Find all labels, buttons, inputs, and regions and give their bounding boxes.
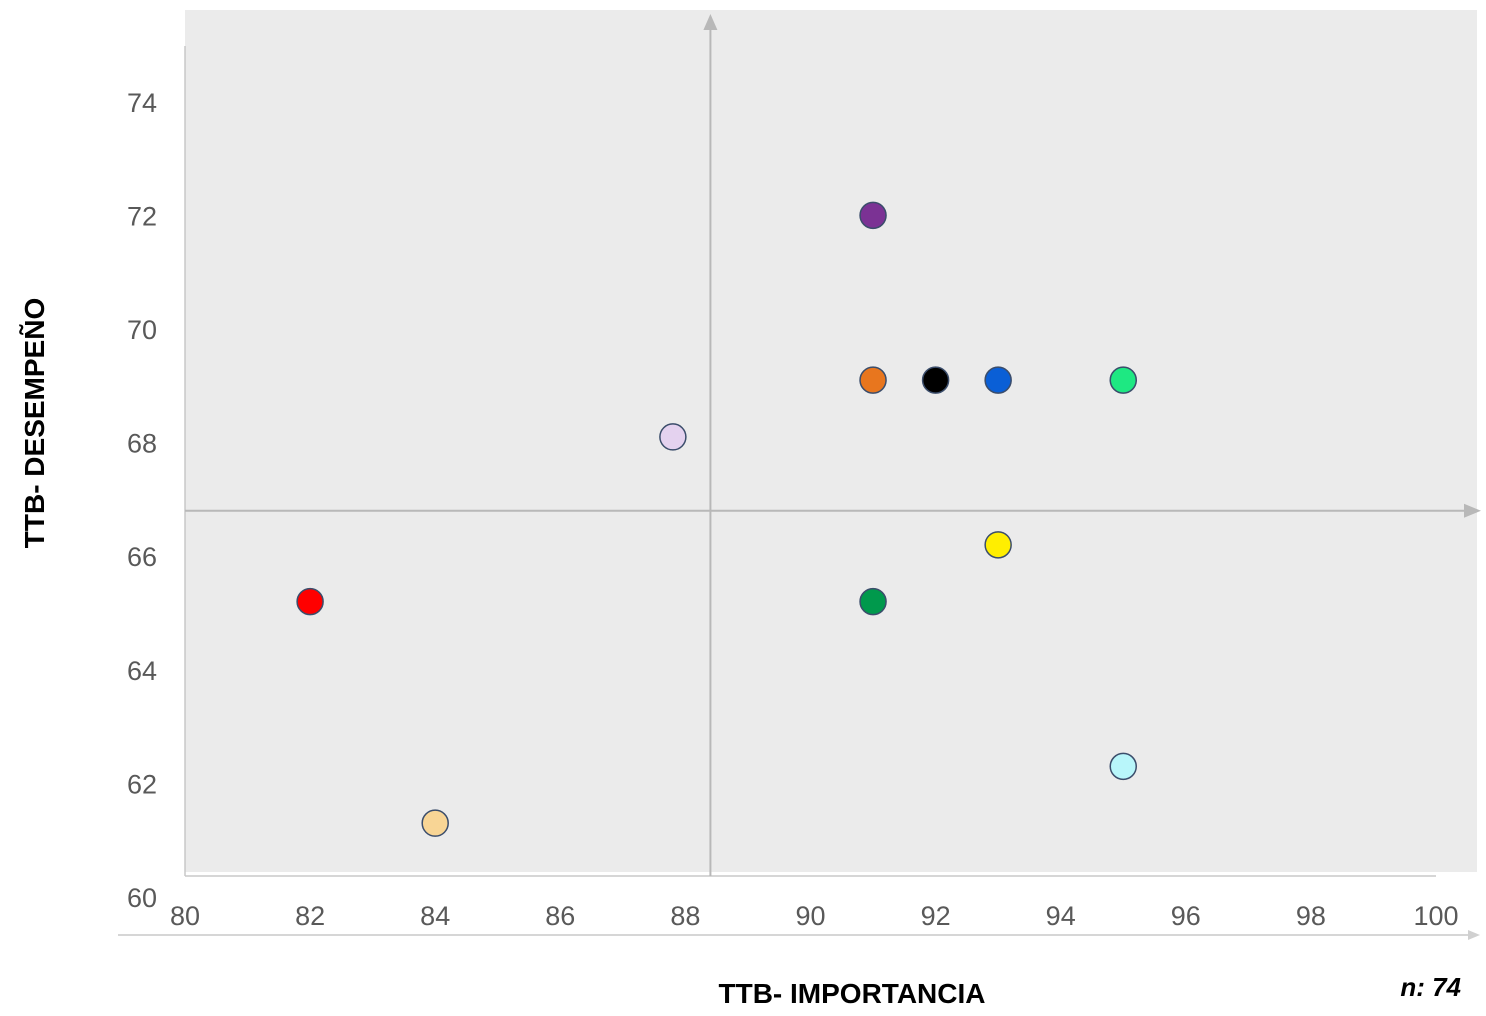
y-tick-label: 64 [127,656,157,686]
scatter-point [1109,752,1137,781]
scatter-point [984,366,1012,394]
x-tick-label: 92 [921,901,951,931]
scatter-point [859,366,887,394]
x-tick-label: 100 [1413,901,1458,931]
sample-size-note: n: 74 [1400,972,1461,1002]
x-axis-title: TTB- IMPORTANCIA [719,978,986,1009]
x-tick-label: 86 [545,901,575,931]
lower-axis-arrowhead [1468,930,1480,940]
x-tick-label: 94 [1046,901,1076,931]
scatter-point [859,587,887,616]
x-tick-labels: 80 82 84 86 88 90 92 94 96 98 100 [170,901,1459,931]
y-tick-label: 60 [127,883,157,913]
data-points [296,201,1137,837]
y-tick-label: 66 [127,542,157,572]
x-tick-label: 90 [795,901,825,931]
y-axis-title: TTB- DESEMPEÑO [19,298,50,548]
x-tick-label: 82 [295,901,325,931]
y-tick-label: 70 [127,315,157,345]
y-tick-labels: 60 62 64 66 68 70 72 74 [127,88,157,913]
y-tick-label: 68 [127,429,157,459]
x-tick-label: 88 [670,901,700,931]
x-tick-label: 96 [1171,901,1201,931]
scatter-point [984,531,1012,559]
y-tick-label: 72 [127,201,157,231]
scatter-point [296,587,324,616]
x-tick-label: 98 [1296,901,1326,931]
horizontal-quadrant-arrowhead [1464,503,1481,518]
scatter-point [421,809,449,837]
quadrant-lines [185,14,1481,876]
scatter-point [859,201,887,230]
vertical-quadrant-arrowhead [703,14,718,30]
scatter-point [659,423,687,451]
scatter-point [1109,366,1137,394]
y-tick-label: 74 [127,88,157,118]
y-tick-label: 62 [127,769,157,799]
x-tick-label: 84 [420,901,450,931]
scatter-point [921,366,950,394]
x-tick-label: 80 [170,901,200,931]
plot-background [185,10,1477,872]
axes [118,46,1480,940]
